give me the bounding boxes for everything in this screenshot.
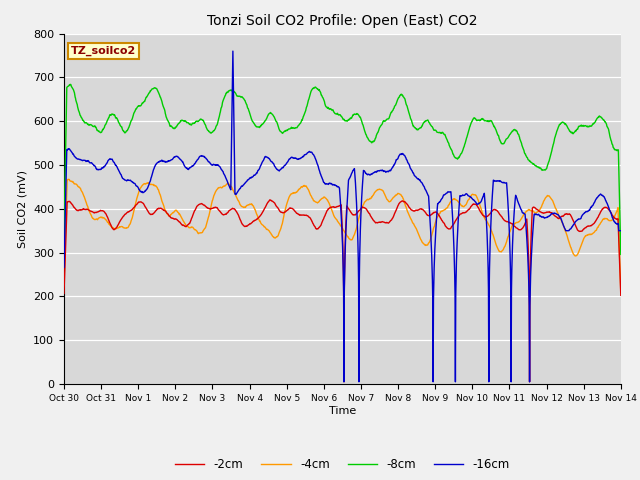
Y-axis label: Soil CO2 (mV): Soil CO2 (mV) [17, 170, 28, 248]
Line: -8cm: -8cm [64, 84, 621, 254]
-2cm [445, 226, 452, 232]
-4cm [71, 181, 79, 187]
-4cm [346, 236, 353, 242]
-4cm [582, 233, 589, 239]
-2cm [346, 207, 353, 213]
-8cm [160, 105, 168, 111]
Line: -4cm: -4cm [64, 180, 621, 292]
-16cm [445, 189, 452, 195]
-16cm [340, 379, 348, 384]
-16cm [617, 228, 625, 234]
-2cm [160, 207, 168, 213]
Line: -2cm: -2cm [64, 200, 621, 382]
Text: TZ_soilco2: TZ_soilco2 [70, 46, 136, 56]
-4cm [160, 204, 168, 209]
-8cm [617, 252, 625, 257]
Title: Tonzi Soil CO2 Profile: Open (East) CO2: Tonzi Soil CO2 Profile: Open (East) CO2 [207, 14, 477, 28]
-2cm [582, 225, 589, 230]
-4cm [617, 289, 625, 295]
-2cm [60, 290, 68, 296]
Line: -16cm: -16cm [64, 51, 621, 382]
-16cm [160, 158, 168, 164]
-8cm [312, 85, 320, 91]
-16cm [346, 175, 353, 181]
-4cm [64, 177, 72, 182]
-4cm [444, 203, 452, 209]
-8cm [582, 123, 589, 129]
-8cm [60, 235, 68, 240]
-2cm [266, 197, 274, 203]
X-axis label: Time: Time [329, 406, 356, 416]
-16cm [229, 48, 237, 54]
-8cm [346, 117, 353, 122]
-16cm [70, 153, 78, 159]
-2cm [312, 226, 320, 231]
-16cm [312, 157, 320, 163]
Legend: -2cm, -4cm, -8cm, -16cm: -2cm, -4cm, -8cm, -16cm [170, 454, 515, 476]
-16cm [60, 264, 68, 270]
-8cm [71, 92, 79, 98]
-2cm [70, 205, 78, 211]
-8cm [67, 82, 74, 87]
-2cm [340, 379, 348, 384]
-16cm [582, 209, 589, 215]
-2cm [617, 292, 625, 298]
-4cm [312, 199, 320, 205]
-4cm [60, 279, 68, 285]
-8cm [444, 139, 452, 145]
